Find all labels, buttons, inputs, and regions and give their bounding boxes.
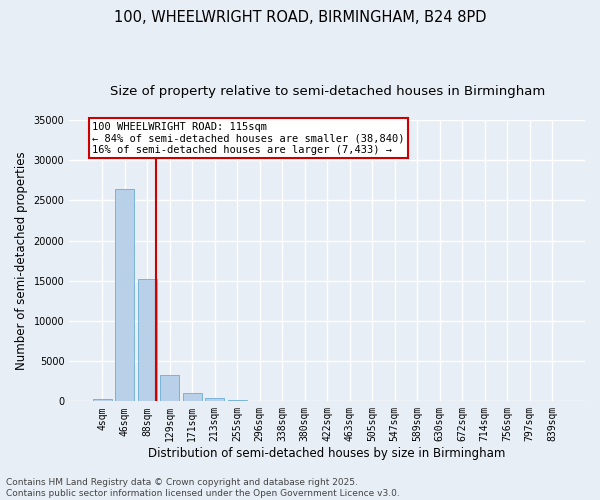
Bar — [227, 400, 247, 402]
Text: 100 WHEELWRIGHT ROAD: 115sqm
← 84% of semi-detached houses are smaller (38,840)
: 100 WHEELWRIGHT ROAD: 115sqm ← 84% of se… — [92, 122, 404, 155]
Bar — [138, 279, 157, 402]
Bar — [93, 398, 112, 402]
Text: 100, WHEELWRIGHT ROAD, BIRMINGHAM, B24 8PD: 100, WHEELWRIGHT ROAD, BIRMINGHAM, B24 8… — [114, 10, 486, 25]
Bar — [160, 375, 179, 402]
Bar — [205, 398, 224, 402]
Title: Size of property relative to semi-detached houses in Birmingham: Size of property relative to semi-detach… — [110, 85, 545, 98]
Y-axis label: Number of semi-detached properties: Number of semi-detached properties — [15, 152, 28, 370]
Bar — [115, 189, 134, 402]
Bar — [182, 393, 202, 402]
X-axis label: Distribution of semi-detached houses by size in Birmingham: Distribution of semi-detached houses by … — [148, 447, 506, 460]
Text: Contains HM Land Registry data © Crown copyright and database right 2025.
Contai: Contains HM Land Registry data © Crown c… — [6, 478, 400, 498]
